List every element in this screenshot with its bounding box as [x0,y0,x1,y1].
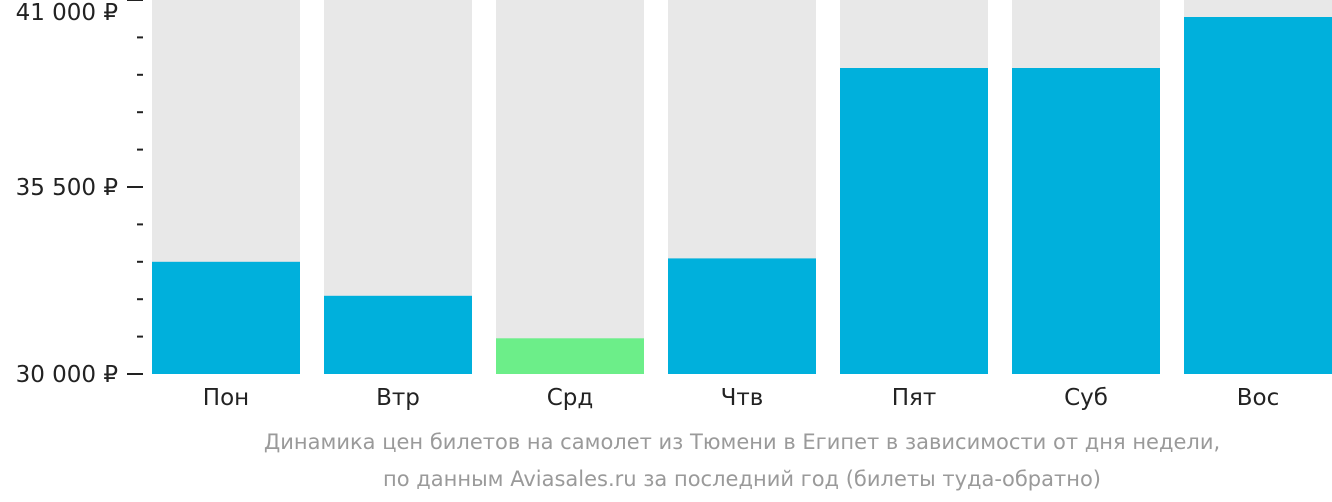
bar [668,258,816,374]
x-axis: Пон Втр Срд Чтв Пят Суб Вос [203,385,1279,411]
x-tick-label: Суб [1064,385,1108,411]
x-tick-label: Срд [547,385,594,411]
chart-caption-line-2: по данным Aviasales.ru за последний год … [383,467,1101,491]
y-tick-label: 41 000 ₽ [16,0,118,26]
y-tick-label: 30 000 ₽ [16,362,118,388]
bar [1184,17,1332,374]
chart-caption-line-1: Динамика цен билетов на самолет из Тюмен… [263,430,1221,454]
x-tick-label: Пон [203,385,249,411]
x-tick-label: Чтв [721,385,764,411]
bar [152,261,300,374]
y-axis: 30 000 ₽ 35 500 ₽ 41 000 ₽ [16,0,143,388]
y-tick-label: 35 500 ₽ [16,175,118,201]
bar [1012,68,1160,374]
x-tick-label: Втр [376,385,420,411]
bar-background [496,0,644,374]
bar-cheapest [496,338,644,374]
bars-group [152,0,1332,374]
bar [840,68,988,374]
x-tick-label: Вос [1237,385,1280,411]
bar [324,295,472,374]
x-tick-label: Пят [892,385,937,411]
